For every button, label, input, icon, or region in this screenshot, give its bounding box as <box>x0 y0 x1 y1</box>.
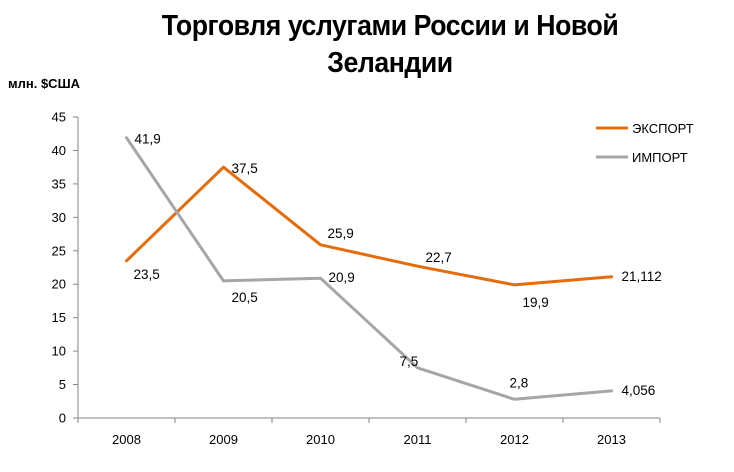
chart-title: Торговля услугами России и Новой Зеланди… <box>161 10 619 79</box>
legend: ЭКСПОРТ ИМПОРТ <box>596 121 694 165</box>
data-label-import: 20,9 <box>329 270 355 285</box>
x-tick-label: 2008 <box>112 432 141 447</box>
x-tick-label: 2011 <box>404 432 432 447</box>
x-tick-label: 2013 <box>597 432 626 447</box>
y-axis-unit-label: млн. $США <box>8 76 81 91</box>
data-label-import: 2,8 <box>510 375 529 390</box>
data-label-import: 20,5 <box>232 290 258 305</box>
data-label-export: 37,5 <box>232 161 258 176</box>
x-tick-label: 2012 <box>500 432 529 447</box>
data-label-export: 22,7 <box>426 250 452 265</box>
y-tick-label: 30 <box>52 210 66 225</box>
y-tick-label: 20 <box>52 277 66 292</box>
x-tick-label: 2009 <box>209 432 238 447</box>
y-tick-label: 0 <box>59 411 66 426</box>
y-tick-label: 40 <box>52 143 66 158</box>
legend-label-import: ИМПОРТ <box>632 150 688 165</box>
data-label-export: 23,5 <box>134 267 160 282</box>
y-tick-label: 10 <box>52 344 66 359</box>
axes: 0 5 10 15 20 25 30 35 40 45 2008 2009 2010 2011 2012 20… <box>52 110 661 447</box>
x-tick-label: 2010 <box>306 432 335 447</box>
y-tick-label: 45 <box>52 110 66 125</box>
data-label-import: 41,9 <box>135 132 161 147</box>
y-tick-label: 35 <box>52 176 66 191</box>
series-line-import <box>125 136 613 401</box>
data-label-export: 25,9 <box>328 226 354 241</box>
data-label-export: 19,9 <box>523 295 549 310</box>
y-tick-label: 5 <box>59 377 66 392</box>
series-line-export <box>125 165 613 287</box>
y-tick-label: 25 <box>52 243 66 258</box>
data-label-export: 21,112 <box>622 269 662 284</box>
series-lines <box>125 136 613 401</box>
legend-label-export: ЭКСПОРТ <box>632 121 694 136</box>
data-label-import: 7,5 <box>400 354 419 369</box>
data-labels: 23,5 37,5 25,9 22,7 19,9 21,112 41,9 20,5 20,9 7,… <box>134 132 662 398</box>
y-tick-label: 15 <box>52 310 66 325</box>
data-label-import: 4,056 <box>622 383 656 398</box>
